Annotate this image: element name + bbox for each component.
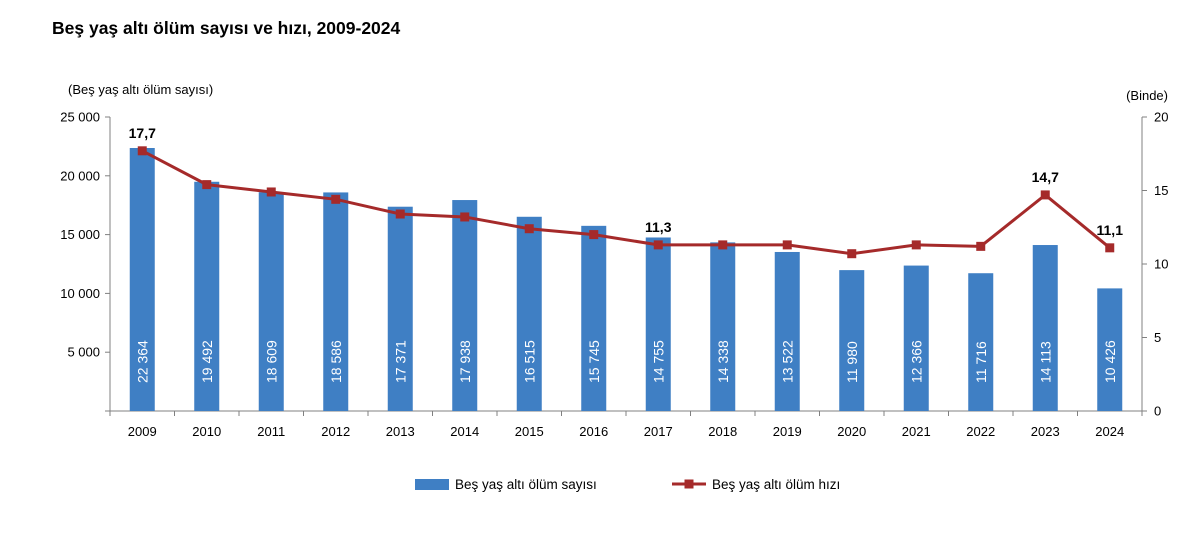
x-tick-label: 2017: [644, 424, 673, 439]
rate-value-label: 11,1: [1097, 222, 1124, 238]
bar-value-label: 11 980: [844, 341, 860, 383]
bar: [323, 192, 349, 411]
left-axis-tick-label: 5 000: [67, 345, 100, 360]
x-tick-label: 2020: [837, 424, 866, 439]
rate-marker: [524, 224, 534, 234]
rate-marker: [911, 240, 921, 250]
x-tick-label: 2021: [902, 424, 931, 439]
legend-bar-label: Beş yaş altı ölüm sayısı: [455, 477, 597, 492]
bar-value-label: 11 716: [973, 341, 989, 383]
line-point-labels: 17,7 11,3 14,7 11,1: [129, 125, 1124, 238]
legend: Beş yaş altı ölüm sayısı Beş yaş altı ölü…: [415, 477, 840, 492]
left-axis-tick-label: 20 000: [60, 168, 100, 183]
rate-marker: [266, 187, 276, 197]
bar-value-label: 16 515: [521, 340, 537, 383]
x-tick-label: 2015: [515, 424, 544, 439]
right-axis-tick-label: 0: [1154, 404, 1161, 419]
bar-value-label: 12 366: [908, 340, 924, 383]
x-tick-label: 2019: [773, 424, 802, 439]
bar-value-label: 19 492: [199, 340, 215, 383]
axes: 5 000 10 000 15 000 20 000 25 000 0 5 10 15 20 (Be…: [60, 82, 1168, 419]
right-axis-label: (Binde): [1126, 88, 1168, 103]
bar-value-labels: 22 364 19 492 18 609 18 586 17 371 17 938 16 5…: [134, 340, 1118, 383]
page-title: Beş yaş altı ölüm sayısı ve hızı, 2009-2…: [52, 18, 401, 38]
rate-marker: [1105, 243, 1115, 253]
bar-value-label: 13 522: [779, 340, 795, 383]
legend-bar-swatch: [415, 479, 449, 490]
rate-marker: [589, 230, 599, 240]
left-axis-label: (Beş yaş altı ölüm sayısı): [68, 82, 213, 97]
bar: [387, 206, 413, 411]
rate-marker: [137, 146, 147, 156]
bar: [968, 273, 994, 411]
bar: [516, 216, 542, 411]
x-tick-label: 2014: [450, 424, 479, 439]
rate-marker: [202, 180, 212, 190]
bar: [581, 225, 607, 411]
bar-value-label: 18 586: [328, 340, 344, 383]
bar-value-label: 14 113: [1037, 341, 1053, 383]
bar-value-label: 14 338: [715, 340, 731, 383]
rate-marker: [1040, 190, 1050, 200]
right-axis-tick-label: 5: [1154, 330, 1161, 345]
x-tick-label: 2011: [257, 424, 285, 439]
bar: [452, 200, 478, 411]
rate-marker: [331, 194, 341, 204]
x-tick-label: 2012: [321, 424, 350, 439]
rate-marker: [395, 209, 405, 219]
rate-marker: [718, 240, 728, 250]
bar: [710, 242, 736, 411]
legend-line-marker: [684, 479, 694, 489]
right-axis-tick-label: 20: [1154, 110, 1168, 125]
bar: [839, 270, 865, 411]
legend-line-label: Beş yaş altı ölüm hızı: [712, 477, 840, 492]
bar-value-label: 22 364: [134, 340, 150, 383]
bar-value-label: 18 609: [263, 340, 279, 383]
bar: [194, 181, 220, 411]
x-tick-label: 2018: [708, 424, 737, 439]
rate-marker: [460, 212, 470, 222]
right-axis-tick-label: 10: [1154, 257, 1168, 272]
left-axis-tick-label: 25 000: [60, 110, 100, 125]
bar-value-label: 17 938: [457, 340, 473, 383]
rate-value-label: 14,7: [1032, 169, 1059, 185]
left-axis-tick-label: 15 000: [60, 227, 100, 242]
bar-value-label: 14 755: [650, 340, 666, 383]
x-tick-label: 2010: [192, 424, 221, 439]
bar-value-label: 10 426: [1102, 340, 1118, 383]
bar: [903, 265, 929, 411]
bar-series: [129, 147, 1123, 411]
line-series: [137, 146, 1115, 259]
rate-marker: [847, 249, 857, 259]
bar: [1097, 288, 1123, 411]
rate-marker: [976, 241, 986, 251]
x-tick-label: 2023: [1031, 424, 1060, 439]
rate-marker: [782, 240, 792, 250]
x-tick-label: 2009: [128, 424, 157, 439]
rate-marker: [653, 240, 663, 250]
left-axis-tick-label: 10 000: [60, 286, 100, 301]
rate-value-label: 11,3: [645, 219, 672, 235]
rate-line: [141, 149, 1111, 256]
bar: [258, 192, 284, 411]
bar: [645, 237, 671, 411]
bar: [774, 251, 800, 411]
x-tick-label: 2013: [386, 424, 415, 439]
bar: [1032, 245, 1058, 411]
x-tick-label: 2016: [579, 424, 608, 439]
x-tick-label: 2024: [1095, 424, 1124, 439]
right-axis-tick-label: 15: [1154, 183, 1168, 198]
x-tick-labels: 2009 2010 2011 2012 2013 2014 2015 2016 2017 2018…: [128, 424, 1124, 439]
bar-value-label: 15 745: [586, 340, 602, 383]
x-tick-label: 2022: [966, 424, 995, 439]
rate-value-label: 17,7: [129, 125, 156, 141]
bar: [129, 147, 155, 411]
bar-value-label: 17 371: [392, 340, 408, 383]
